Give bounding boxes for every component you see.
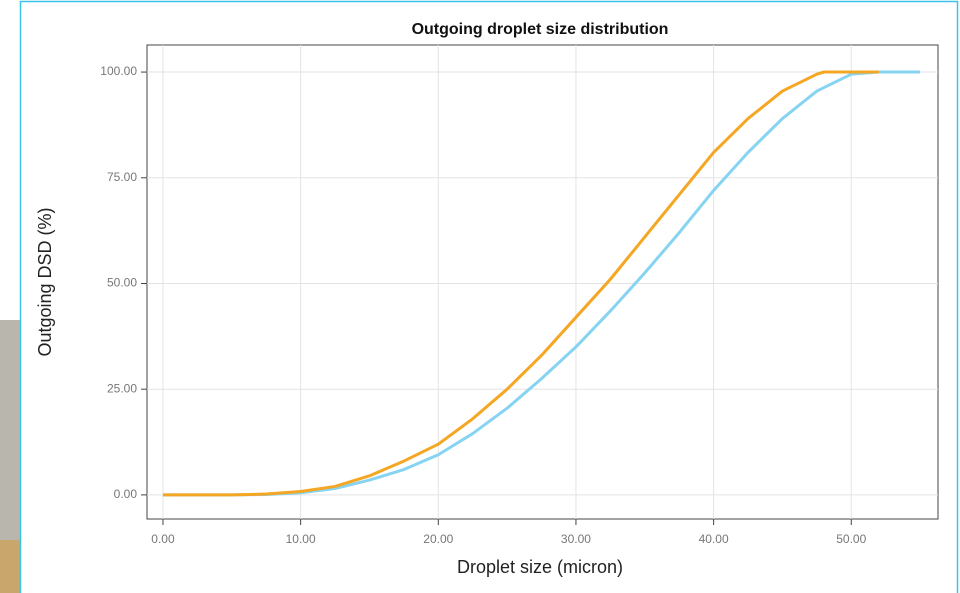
series-line <box>162 70 879 497</box>
x-tick-label: 30.00 <box>561 532 591 546</box>
x-tick-label: 50.00 <box>836 532 866 546</box>
y-tick-label: 50.00 <box>107 276 137 290</box>
x-tick-label: 10.00 <box>286 532 316 546</box>
y-tick-label: 0.00 <box>114 487 138 501</box>
x-tick-label: 20.00 <box>423 532 453 546</box>
y-tick-label: 100.00 <box>100 64 137 78</box>
chart-title: Outgoing droplet size distribution <box>412 21 669 38</box>
background-image-floor <box>0 540 20 593</box>
y-tick-label: 25.00 <box>107 381 137 395</box>
series-line <box>162 70 921 497</box>
x-axis-label: Droplet size (micron) <box>457 557 623 577</box>
y-axis-label: Outgoing DSD (%) <box>35 207 55 356</box>
y-tick-label: 75.00 <box>107 170 137 184</box>
plot-area: 0.00 25.00 50.00 75.00 100.00 0.00 10.00 20.00 3… <box>100 45 938 546</box>
x-tick-label: 40.00 <box>699 532 729 546</box>
plot-frame <box>146 44 939 520</box>
x-tick-label: 0.00 <box>151 532 175 546</box>
background-image <box>0 320 20 593</box>
